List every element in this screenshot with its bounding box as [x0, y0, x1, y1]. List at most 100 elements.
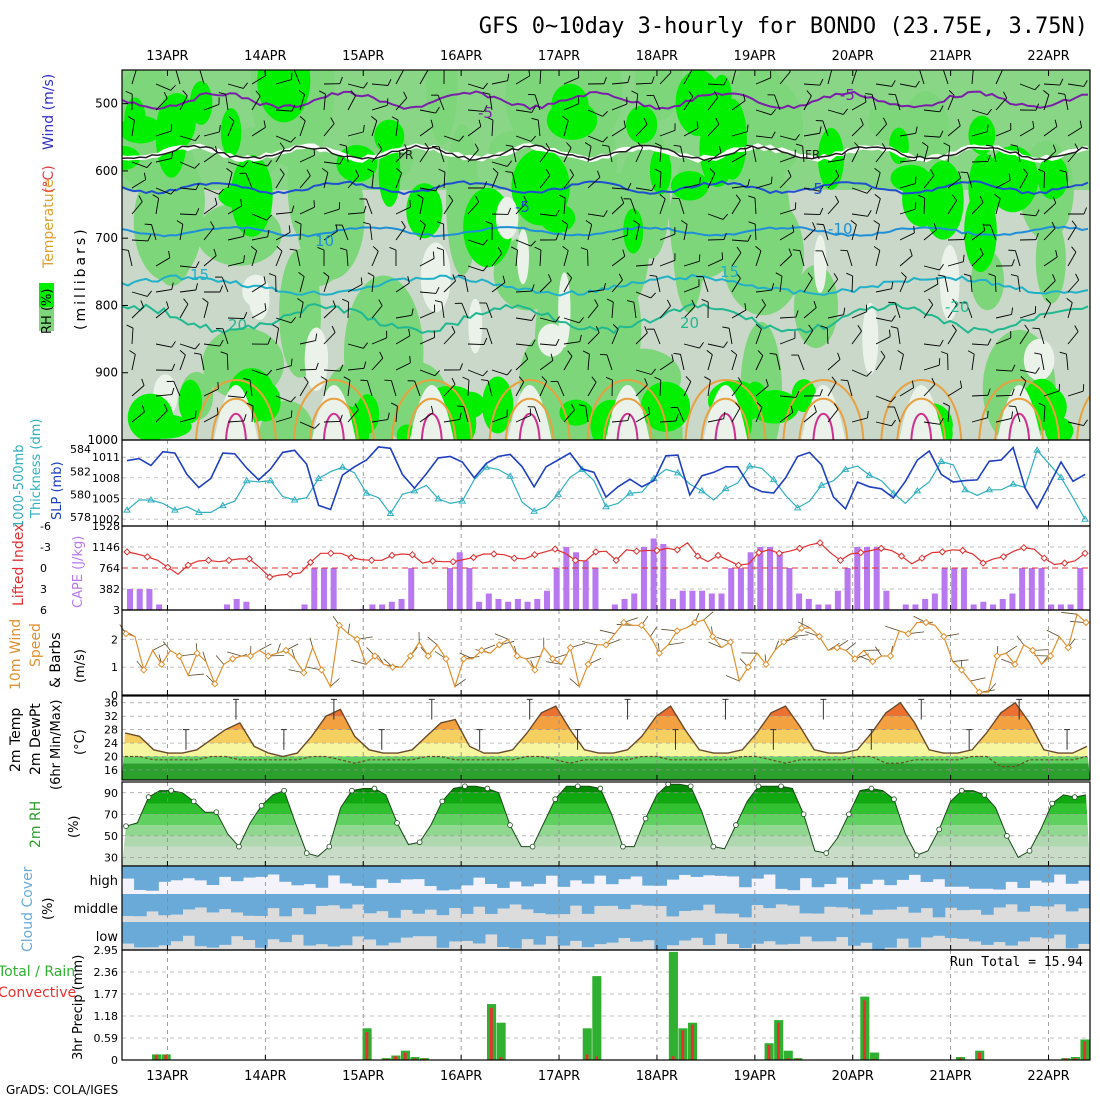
- upper-wind-barb: [151, 224, 157, 241]
- upper-wind-barb: [1043, 83, 1060, 86]
- upper-wind-barb-flag: [297, 298, 304, 303]
- cloud-bar: [993, 894, 1006, 908]
- upper-wind-barb: [443, 332, 456, 345]
- upper-wind-barb: [203, 131, 220, 137]
- upper-wind-barb-flag: [843, 307, 846, 315]
- upper-wind-barb: [755, 135, 772, 139]
- upper-wind-barb: [659, 305, 671, 319]
- upper-wind-barb: [227, 121, 235, 137]
- cloud-bar: [799, 866, 813, 879]
- upper-wind-barb-flag: [788, 248, 793, 256]
- cloud-bar: [122, 922, 135, 944]
- wind10-marker: [442, 655, 450, 663]
- upper-wind-barb: [563, 355, 573, 371]
- upper-wind-barb-flag: [435, 184, 440, 192]
- lifted-index-marker: [836, 556, 845, 565]
- cloud-bar: [920, 922, 934, 938]
- upper-wind-barb: [899, 277, 907, 293]
- upper-wind-barb: [731, 70, 737, 85]
- upper-wind-barb: [179, 224, 184, 241]
- precip-convective-label: Convective: [0, 985, 76, 1001]
- upper-wind-barb-flag: [591, 376, 597, 383]
- upper-wind-barb-flag: [757, 350, 764, 356]
- upper-wind-barb: [851, 213, 868, 217]
- rh2m-marker: [1026, 848, 1033, 854]
- upper-wind-barb-flag: [835, 169, 840, 177]
- upper-wind-barb: [779, 176, 792, 189]
- cloud-bar: [315, 866, 329, 888]
- upper-wind-barb-flag: [913, 225, 915, 233]
- wind10-marker: [1011, 660, 1019, 669]
- cape-bar: [534, 599, 541, 610]
- upper-wind-barb: [803, 132, 820, 137]
- upper-wind-barb-flag: [409, 355, 411, 363]
- upper-wind-barb: [299, 382, 309, 397]
- upper-wind-barb: [299, 154, 315, 163]
- cloud-bar: [460, 894, 474, 914]
- precip-convective-bar: [1064, 1058, 1068, 1060]
- cloud-bar: [569, 922, 583, 941]
- upper-wind-barb-flag: [1035, 209, 1040, 217]
- wind10-marker: [780, 638, 788, 646]
- lifted-index-marker: [408, 550, 417, 559]
- upper-wind-barb: [539, 381, 548, 397]
- cape-bar: [679, 590, 686, 610]
- lifted-index-marker: [918, 554, 926, 562]
- cloud-bar: [811, 922, 825, 942]
- upper-wind-barb: [371, 172, 375, 189]
- wind10-barb: [494, 633, 509, 640]
- wind10-marker: [744, 663, 752, 671]
- cloud-bar: [727, 922, 740, 944]
- upper-wind-barb: [395, 97, 408, 111]
- upper-wind-barb: [947, 387, 962, 397]
- rh2m-marker: [326, 843, 333, 850]
- upper-wind-barb-flag: [179, 350, 186, 356]
- upper-wind-barb: [971, 343, 988, 346]
- cloud-bar: [1005, 922, 1018, 946]
- wind10-marker: [460, 655, 468, 663]
- upper-wind-barb-flag: [857, 324, 862, 332]
- upper-wind-barb-flag: [649, 274, 657, 277]
- cloud-bar: [485, 922, 498, 935]
- cape-bar: [922, 599, 929, 610]
- lifted-index-marker: [938, 548, 947, 556]
- rh-band: [122, 846, 1090, 866]
- upper-wind-barb: [179, 187, 196, 191]
- cloud-bar: [860, 866, 873, 884]
- upper-wind-barb: [563, 147, 572, 163]
- upper-wind-barb: [797, 354, 805, 371]
- upper-wind-barb: [203, 255, 217, 267]
- upper-wind-barb: [995, 97, 1008, 111]
- rh2m-marker: [462, 783, 468, 790]
- upper-wind-barb: [539, 343, 556, 346]
- upper-wind-barb: [131, 120, 135, 137]
- cape-bar: [505, 601, 512, 610]
- upper-wind-barb-flag: [1011, 364, 1016, 372]
- upper-wind-barb-flag: [891, 80, 896, 87]
- thickness-line-marker: [817, 481, 826, 488]
- upper-wind-barb-flag: [452, 274, 456, 282]
- upper-wind-barb-flag: [482, 82, 488, 89]
- upper-wind-barb: [395, 226, 406, 241]
- upper-wind-barb: [608, 146, 613, 163]
- upper-wind-barb-flag: [939, 264, 944, 271]
- upper-wind-barb: [989, 224, 997, 241]
- upper-wind-barb: [947, 95, 955, 111]
- cloud-bar: [1017, 894, 1030, 912]
- upper-wind-barb: [534, 94, 541, 111]
- cape-bar: [311, 568, 318, 610]
- upper-wind-barb-flag: [623, 120, 626, 128]
- cloud-bar: [521, 894, 534, 910]
- upper-wind-barb: [1043, 228, 1056, 241]
- upper-wind-barb-flag: [852, 64, 857, 68]
- thickness-line-marker: [697, 486, 706, 494]
- upper-wind-barb-flag: [765, 378, 769, 386]
- cloud-bar: [388, 922, 401, 943]
- upper-wind-barb-flag: [566, 142, 572, 148]
- upper-wind-barb-flag: [171, 363, 176, 371]
- upper-wind-barb: [419, 187, 436, 192]
- precip-convective-bar: [394, 1056, 398, 1060]
- upper-wind-barb: [875, 288, 892, 293]
- upper-wind-barb: [227, 172, 233, 189]
